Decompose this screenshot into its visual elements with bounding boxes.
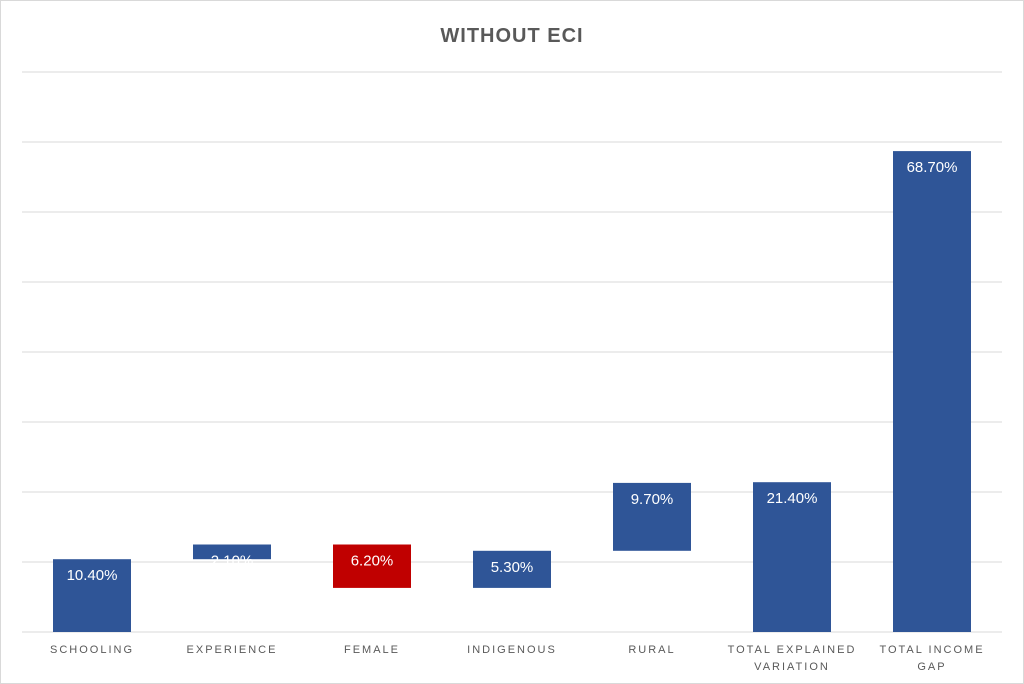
- bar: [753, 482, 831, 632]
- category-label: SCHOOLING: [50, 644, 134, 656]
- bar: [893, 151, 971, 632]
- category-label: EXPERIENCE: [187, 644, 278, 656]
- data-label: 5.30%: [491, 559, 534, 576]
- bar: [193, 544, 271, 560]
- bar: [613, 482, 691, 551]
- bar: [53, 559, 131, 632]
- data-label: 68.70%: [907, 159, 958, 176]
- chart-title: WITHOUT ECI: [440, 25, 583, 47]
- category-label: INDIGENOUS: [467, 644, 557, 656]
- gridlines: [22, 71, 1002, 633]
- bars: 10.40% 2.10% 6.20% 5.30% 9.70% 21.40% 68.70%: [53, 151, 971, 632]
- category-label: VARIATION: [754, 661, 830, 673]
- data-label: 9.70%: [631, 491, 674, 508]
- category-label: RURAL: [628, 644, 675, 656]
- category-label: FEMALE: [344, 644, 400, 656]
- category-label: TOTAL EXPLAINED: [728, 644, 857, 656]
- category-labels: SCHOOLING EXPERIENCE FEMALE INDIGENOUS RURAL…: [50, 644, 984, 673]
- bar: [333, 544, 411, 588]
- data-label: 21.40%: [767, 490, 818, 507]
- data-label: 10.40%: [67, 567, 118, 584]
- category-label: GAP: [917, 661, 946, 673]
- category-label: TOTAL INCOME: [879, 644, 984, 656]
- data-label: 2.10%: [211, 553, 254, 570]
- bar: [473, 550, 551, 588]
- data-label: 6.20%: [351, 553, 394, 570]
